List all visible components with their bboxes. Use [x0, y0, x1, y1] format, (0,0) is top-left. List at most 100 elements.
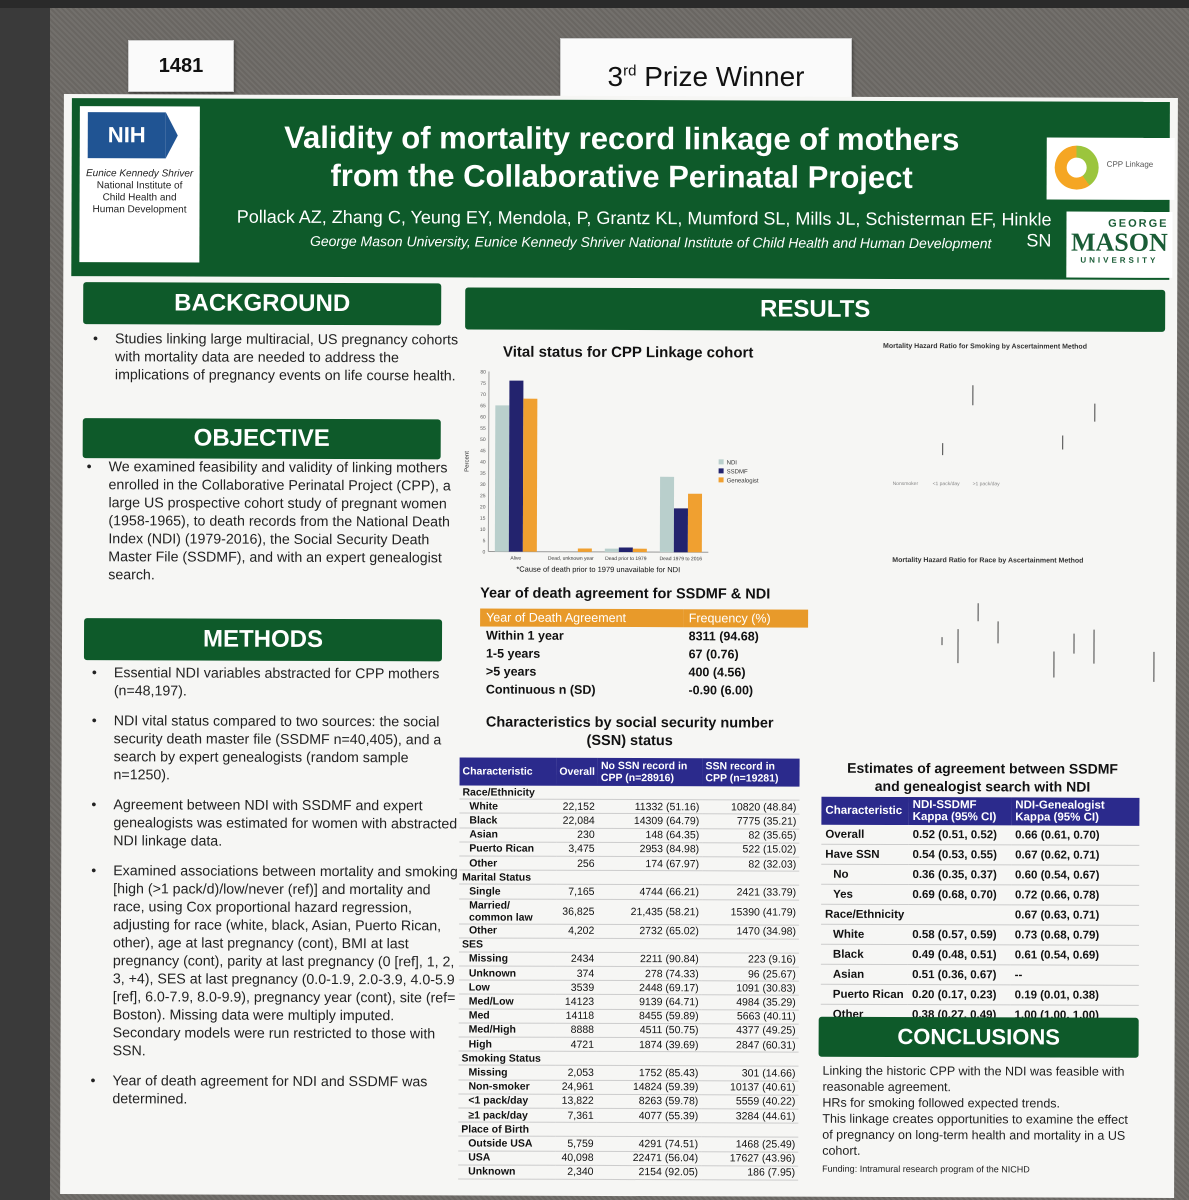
table-cell: 13,822: [555, 1094, 597, 1109]
table-cell: 7775 (35.21): [702, 814, 800, 829]
table-cell: 2421 (33.79): [702, 885, 800, 900]
legend-swatch: [718, 477, 724, 483]
affiliation: George Mason University, Eunice Kennedy …: [309, 232, 992, 252]
prize-rank-suffix: rd: [623, 62, 637, 80]
table-row: Missing 2,053 1752 (85.43) 301 (14.66): [458, 1065, 799, 1081]
x-tick-label: Dead 1979 to 2016: [660, 556, 703, 562]
table-row: Overall 0.52 (0.51, 0.52) 0.66 (0.61, 0.70…: [821, 824, 1140, 846]
table-cell: 10820 (48.84): [702, 799, 800, 815]
table-row: Single 7,165 4744 (66.21) 2421 (33.79): [459, 884, 800, 900]
table-cell: 0.52 (0.51, 0.52): [908, 825, 1012, 845]
y-tick-label: 60: [480, 415, 486, 421]
chart-footnote: *Cause of death prior to 1979 unavailabl…: [516, 565, 680, 575]
table-cell: 21,435 (58.21): [597, 898, 703, 925]
x-tick-label: Dead, unknown year: [548, 556, 594, 562]
y-tick-label: 35: [480, 471, 486, 477]
nih-text-line-1: Eunice Kennedy Shriver: [85, 168, 194, 180]
table-cell: Place of Birth: [458, 1122, 556, 1137]
table-cell: 7,361: [555, 1108, 597, 1123]
table-row: Place of Birth: [458, 1122, 799, 1138]
table-cell: [555, 1122, 597, 1137]
table-cell: [555, 1051, 597, 1066]
table-cell: Puerto Rican: [820, 984, 909, 1005]
table-row: Non-smoker 24,961 14824 (59.39) 10137 (40.6…: [458, 1079, 799, 1095]
table-row: Within 1 year 8311 (94.68): [480, 627, 808, 646]
table-row: Race/Ethnicity: [459, 785, 800, 801]
table-row: Med 14118 8455 (59.89) 5663 (40.11): [458, 1008, 799, 1024]
table-cell: 522 (15.02): [702, 842, 800, 858]
table-cell: Med/High: [458, 1022, 556, 1038]
table-cell: 0.61 (0.54, 0.69): [1010, 944, 1139, 966]
table-cell: Smoking Status: [458, 1051, 556, 1066]
table-row: Have SSN 0.54 (0.53, 0.55) 0.67 (0.62, 0.7…: [821, 844, 1140, 866]
conclusions-body: Linking the historic CPP with the NDI wa…: [822, 1063, 1140, 1178]
bar: [673, 508, 688, 553]
table-cell: 1874 (39.69): [596, 1037, 702, 1052]
ssn-table-title: Characteristics by social security numbe…: [460, 713, 800, 750]
table-cell: [555, 870, 598, 885]
table-cell: Black: [459, 813, 557, 828]
table-cell: 24,961: [555, 1079, 597, 1095]
table-cell: 148 (64.35): [597, 827, 703, 843]
table-cell: Marital Status: [459, 870, 556, 885]
table-cell: 186 (7.95): [701, 1165, 799, 1181]
table-cell: 0.67 (0.62, 0.71): [1011, 844, 1140, 866]
poster-number: 1481: [158, 54, 204, 77]
table-row: Married/ common law 36,825 21,435 (58.21) 1…: [459, 898, 800, 925]
legend-label: SSDMF: [727, 469, 748, 475]
table-cell: 8263 (59.78): [596, 1094, 702, 1109]
y-tick-label: 80: [480, 370, 486, 376]
bar: [604, 548, 619, 552]
table-cell: 4291 (74.51): [596, 1136, 702, 1152]
background-bullet: Studies linking large multiracial, US pr…: [85, 330, 465, 385]
table-cell: 82 (35.65): [702, 828, 800, 843]
table-cell: 3,475: [556, 842, 598, 857]
table-row: White 22,152 11332 (51.16) 10820 (48.84): [459, 799, 800, 815]
table-cell: Continuous n (SD): [485, 682, 596, 697]
table-cell: 0.69 (0.68, 0.70): [908, 884, 1011, 905]
table-cell: [556, 785, 598, 800]
table-row: Continuous n (SD) -0.90 (6.00): [480, 681, 808, 700]
nih-logo: NIH: [87, 112, 166, 159]
objective-body: We examined feasibility and validity of …: [78, 458, 458, 597]
table-cell: 4,202: [555, 923, 598, 939]
legend-label: Genealogist: [727, 478, 759, 484]
table-cell: <1 pack/day: [458, 1093, 556, 1109]
hr-axis-label: Nonsmoker: [893, 481, 919, 487]
table-cell: Have SSN: [821, 844, 909, 865]
smoking-chart-title: Mortality Hazard Ratio for Smoking by As…: [883, 342, 1087, 351]
table-cell: >5 years: [485, 664, 537, 679]
table-row: Smoking Status: [458, 1051, 799, 1067]
table-cell: 0.60 (0.54, 0.67): [1010, 864, 1140, 886]
table-cell: 4744 (66.21): [597, 884, 703, 900]
agreement-table-title: Estimates of agreement between SSDMF and…: [823, 759, 1141, 796]
ssn-title-line-1: Characteristics by social security numbe…: [485, 714, 774, 732]
table-cell: SES: [458, 937, 556, 953]
x-tick-label: Dead prior to 1979: [605, 556, 647, 562]
table-cell: 1752 (85.43): [596, 1065, 702, 1081]
table-row: >5 years 400 (4.56): [480, 663, 808, 682]
conclusion-line: Linking the historic CPP with the NDI wa…: [822, 1063, 1125, 1095]
table-cell: Med: [458, 1008, 556, 1024]
table-header: Frequency (%): [682, 609, 809, 628]
table-cell: 0.66 (0.61, 0.70): [1011, 825, 1140, 846]
table-cell: 1470 (34.98): [701, 924, 800, 939]
table-row: 1-5 years 67 (0.76): [480, 645, 808, 664]
table-cell: 1468 (25.49): [701, 1137, 799, 1152]
x-tick-label: Alive: [510, 556, 521, 562]
smoking-hr-chart: Nonsmoker <1 pack/day >1 pack/day: [893, 385, 1096, 487]
table-cell: 4377 (49.25): [701, 1023, 799, 1039]
legend-swatch: [718, 459, 724, 465]
legend-swatch: [718, 468, 724, 474]
table-cell: Race/Ethnicity: [459, 785, 557, 800]
table-cell: 8311 (94.68): [688, 629, 759, 644]
table-cell: [596, 1122, 702, 1138]
objective-bullet: We examined feasibility and validity of …: [78, 458, 458, 585]
nih-logo-box: NIH Eunice Kennedy Shriver National Inst…: [79, 106, 200, 263]
results-heading: RESULTS: [465, 287, 1166, 332]
table-header: NDI-SSDMF Kappa (95% CI): [908, 797, 1012, 826]
vital-chart-title: Vital status for CPP Linkage cohort: [502, 343, 754, 362]
table-cell: 22,152: [556, 799, 598, 814]
title-line-1: Validity of mortality record linkage of …: [284, 119, 960, 158]
table-row: Race/Ethnicity 0.67 (0.63, 0.71): [821, 904, 1140, 926]
